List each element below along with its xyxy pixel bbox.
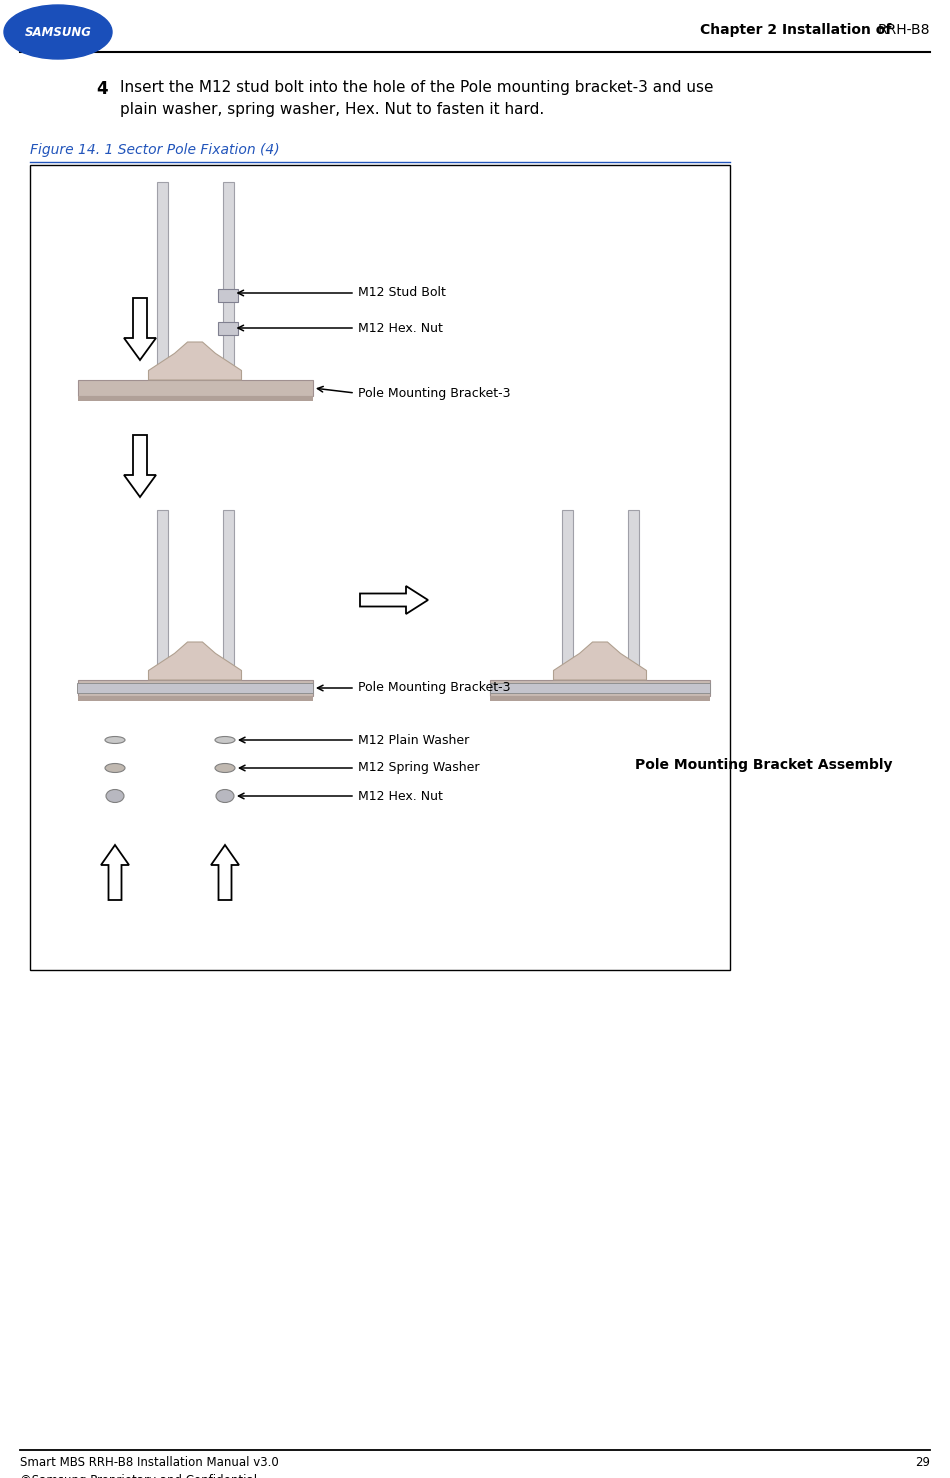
Polygon shape <box>101 845 129 900</box>
Text: Pole Mounting Bracket-3: Pole Mounting Bracket-3 <box>358 387 510 399</box>
Text: 4: 4 <box>96 80 108 98</box>
Bar <box>157 182 167 399</box>
Ellipse shape <box>4 4 112 59</box>
Bar <box>222 182 234 399</box>
Bar <box>78 380 313 396</box>
Bar <box>222 510 234 699</box>
Text: Figure 14. 1 Sector Pole Fixation (4): Figure 14. 1 Sector Pole Fixation (4) <box>30 143 279 157</box>
Text: Smart MBS RRH-B8 Installation Manual v3.0
©Samsung Proprietary and Confidential: Smart MBS RRH-B8 Installation Manual v3.… <box>20 1456 278 1478</box>
Text: 29: 29 <box>915 1456 930 1469</box>
Text: M12 Hex. Nut: M12 Hex. Nut <box>358 322 443 334</box>
Bar <box>78 696 313 701</box>
Bar <box>30 166 730 970</box>
Polygon shape <box>360 585 428 613</box>
Polygon shape <box>124 299 156 361</box>
Ellipse shape <box>105 764 125 773</box>
Bar <box>490 680 710 696</box>
Bar <box>78 680 313 696</box>
Polygon shape <box>211 845 239 900</box>
Text: Insert the M12 stud bolt into the hole of the Pole mounting bracket-3 and use
pl: Insert the M12 stud bolt into the hole o… <box>120 80 713 117</box>
Polygon shape <box>124 435 156 497</box>
Text: SAMSUNG: SAMSUNG <box>25 27 91 40</box>
Text: Pole Mounting Bracket Assembly: Pole Mounting Bracket Assembly <box>635 758 892 772</box>
Text: M12 Hex. Nut: M12 Hex. Nut <box>358 789 443 803</box>
Bar <box>218 322 238 334</box>
Ellipse shape <box>215 764 235 773</box>
Bar <box>218 288 238 302</box>
Bar <box>561 510 573 699</box>
Ellipse shape <box>215 736 235 743</box>
Bar <box>78 396 313 401</box>
Polygon shape <box>148 341 241 380</box>
Bar <box>628 510 638 699</box>
Text: M12 Stud Bolt: M12 Stud Bolt <box>358 287 446 300</box>
Ellipse shape <box>106 789 124 803</box>
Text: RRH-B8: RRH-B8 <box>878 24 930 37</box>
Ellipse shape <box>105 736 125 743</box>
Bar <box>490 683 710 693</box>
Text: Pole Mounting Bracket-3: Pole Mounting Bracket-3 <box>358 681 510 695</box>
Bar <box>490 696 710 701</box>
Ellipse shape <box>216 789 234 803</box>
Bar <box>157 510 167 699</box>
Text: M12 Spring Washer: M12 Spring Washer <box>358 761 480 774</box>
Polygon shape <box>148 641 241 680</box>
Text: M12 Plain Washer: M12 Plain Washer <box>358 733 469 746</box>
Text: Chapter 2 Installation of: Chapter 2 Installation of <box>700 24 896 37</box>
Polygon shape <box>554 641 647 680</box>
Bar <box>77 683 313 693</box>
